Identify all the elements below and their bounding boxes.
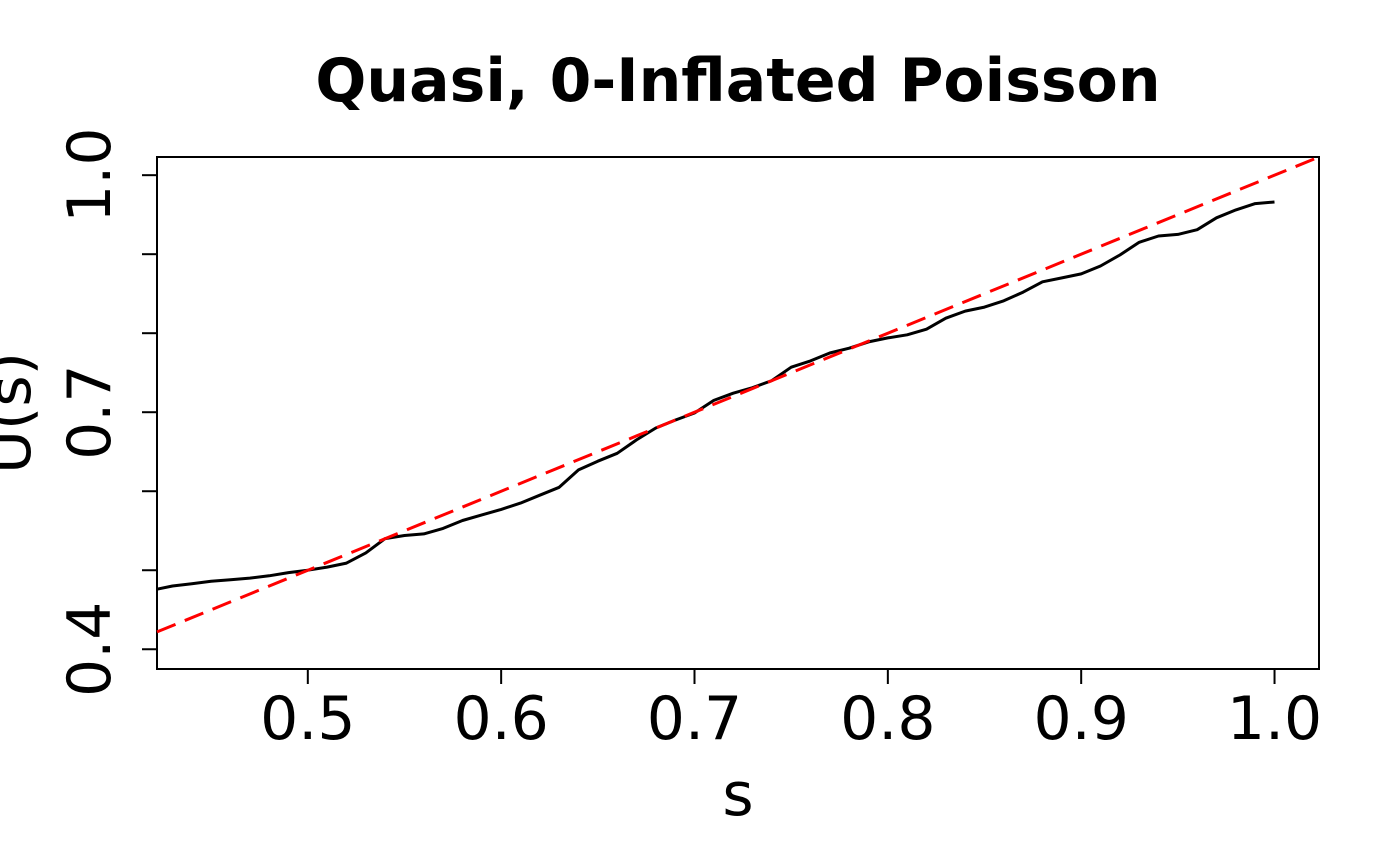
y-axis-label: U(s)	[0, 352, 45, 474]
x-tick-label: 0.8	[840, 684, 935, 754]
plot-frame	[156, 156, 1320, 670]
x-tick-label: 0.6	[453, 684, 548, 754]
y-tick-label: 0.7	[55, 364, 125, 459]
reference-line	[156, 155, 1320, 634]
y-axis: 0.4 0.7 1.0	[55, 127, 157, 697]
x-tick-label: 0.9	[1033, 684, 1128, 754]
x-tick-label: 0.7	[647, 684, 742, 754]
x-axis-label: s	[722, 760, 753, 830]
x-tick-label: 1.0	[1227, 684, 1322, 754]
series-layer	[156, 155, 1320, 634]
y-tick-label: 1.0	[55, 127, 125, 222]
x-axis: 0.5 0.6 0.7 0.8 0.9 1.0	[260, 669, 1322, 754]
y-tick-label: 0.4	[55, 602, 125, 697]
chart-title: Quasi, 0-Inflated Poisson	[315, 46, 1160, 116]
data-line	[156, 200, 1275, 591]
x-tick-label: 0.5	[260, 684, 355, 754]
